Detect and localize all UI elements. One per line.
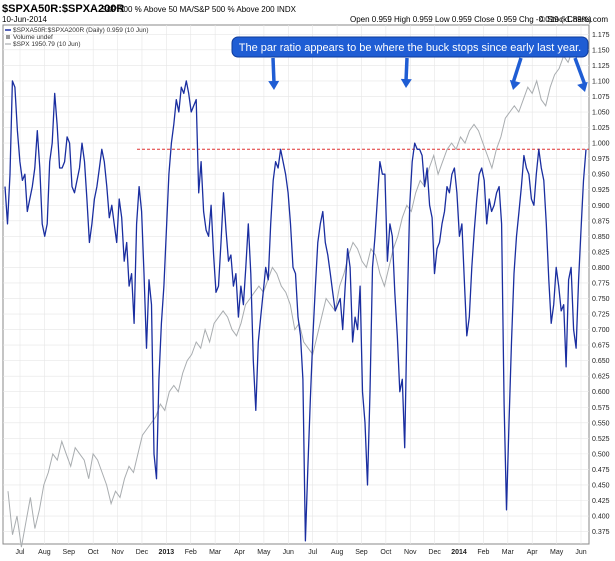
y-tick-label: 0.450: [592, 482, 610, 489]
y-tick-label: 0.500: [592, 451, 610, 458]
x-tick-label: Apr: [234, 549, 246, 556]
x-tick-label: Dec: [428, 549, 441, 556]
y-tick-label: 0.525: [592, 436, 610, 443]
y-tick-label: 0.750: [592, 296, 610, 303]
arrow-shaft: [271, 57, 276, 84]
series-ratio-line: [4, 80, 587, 542]
y-tick-label: 1.000: [592, 141, 610, 148]
y-tick-label: 1.050: [592, 110, 610, 117]
x-tick-label: 2014: [451, 549, 467, 556]
chart-description: S&P 500 % Above 50 MA/S&P 500 % Above 20…: [101, 5, 297, 14]
y-tick-label: 0.575: [592, 405, 610, 412]
y-tick-label: 0.475: [592, 467, 610, 474]
y-tick-label: 0.975: [592, 156, 610, 163]
series-group: [4, 37, 587, 548]
arrow-head: [400, 78, 412, 88]
legend: $SPXA50R:$SPXA200R (Daily) 0.959 (10 Jun…: [5, 27, 149, 48]
y-tick-label: 0.725: [592, 312, 610, 319]
chart-symbol: $SPXA50R:$SPXA200R: [2, 3, 124, 15]
legend-volume: Volume undef: [13, 34, 53, 41]
x-tick-label: Jul: [308, 549, 317, 556]
y-tick-label: 0.375: [592, 529, 610, 536]
x-tick-label: Sep: [355, 549, 368, 556]
arrow-head: [577, 81, 588, 92]
y-tick-label: 1.125: [592, 63, 610, 70]
arrow-shaft: [404, 57, 409, 82]
annotation-arrow: [268, 57, 280, 90]
arrow-shaft: [573, 57, 587, 86]
x-tick-label: Jul: [16, 549, 25, 556]
x-tick-label: Aug: [38, 549, 51, 556]
x-axis: Jul Aug Sep Oct Nov Dec 2013 Feb Mar Apr May Jun Jul…: [16, 549, 587, 556]
legend-volume-swatch: [6, 35, 10, 39]
y-tick-label: 1.150: [592, 47, 610, 54]
y-tick-label: 0.625: [592, 374, 610, 381]
y-tick-label: 0.650: [592, 358, 610, 365]
annotation-text: The par ratio appears to be where the bu…: [239, 42, 581, 54]
x-tick-label: 2013: [159, 549, 175, 556]
y-tick-label: 0.700: [592, 327, 610, 334]
x-tick-label: Mar: [209, 549, 222, 556]
annotation-arrows: [268, 57, 588, 92]
annotation-arrow: [400, 57, 412, 88]
x-tick-label: May: [550, 549, 564, 556]
x-tick-label: Jun: [283, 549, 294, 556]
annotation: The par ratio appears to be where the bu…: [231, 36, 589, 58]
x-tick-label: Mar: [502, 549, 515, 556]
annotation-arrow: [573, 57, 588, 92]
y-tick-label: 0.425: [592, 498, 610, 505]
x-tick-label: Oct: [380, 549, 391, 556]
x-tick-label: Feb: [477, 549, 489, 556]
y-tick-label: 0.600: [592, 389, 610, 396]
y-tick-label: 0.400: [592, 514, 610, 521]
y-tick-label: 0.825: [592, 249, 610, 256]
x-tick-label: Aug: [331, 549, 344, 556]
y-tick-label: 1.175: [592, 32, 610, 39]
x-tick-label: Nov: [404, 549, 417, 556]
y-tick-label: 0.950: [592, 172, 610, 179]
annotation-box: [231, 36, 589, 58]
chart-date: 10-Jun-2014: [2, 15, 47, 24]
arrow-shaft: [511, 57, 523, 84]
chart-quote: Open 0.959 High 0.959 Low 0.959 Close 0.…: [350, 15, 592, 24]
y-tick-label: 0.675: [592, 343, 610, 350]
y-tick-label: 0.850: [592, 234, 610, 241]
x-tick-label: Oct: [88, 549, 99, 556]
y-tick-label: 1.025: [592, 125, 610, 132]
y-axis: 0.375 0.400 0.425 0.450 0.475 0.500 0.525 0.550…: [592, 32, 610, 536]
y-tick-label: 0.875: [592, 218, 610, 225]
arrow-head: [268, 80, 280, 90]
y-tick-label: 0.775: [592, 280, 610, 287]
y-tick-label: 1.075: [592, 94, 610, 101]
legend-spx: $SPX 1950.79 (10 Jun): [13, 41, 81, 48]
stockcharts-watermark: © StockCharts.com: [539, 15, 608, 24]
x-tick-label: Feb: [185, 549, 197, 556]
grid: [3, 25, 589, 544]
x-tick-label: Jun: [575, 549, 586, 556]
annotation-arrow: [509, 57, 523, 90]
x-tick-label: Dec: [136, 549, 149, 556]
x-tick-label: Apr: [527, 549, 539, 556]
x-tick-label: May: [257, 549, 271, 556]
arrow-head: [509, 79, 521, 90]
series-spx-line: [7, 37, 587, 548]
y-tick-label: 0.550: [592, 420, 610, 427]
y-tick-label: 0.900: [592, 203, 610, 210]
y-tick-label: 0.800: [592, 265, 610, 272]
legend-main: $SPXA50R:$SPXA200R (Daily) 0.959 (10 Jun…: [13, 27, 149, 34]
y-tick-label: 1.100: [592, 78, 610, 85]
y-tick-label: 0.925: [592, 187, 610, 194]
x-tick-label: Nov: [111, 549, 124, 556]
x-tick-label: Sep: [63, 549, 76, 556]
